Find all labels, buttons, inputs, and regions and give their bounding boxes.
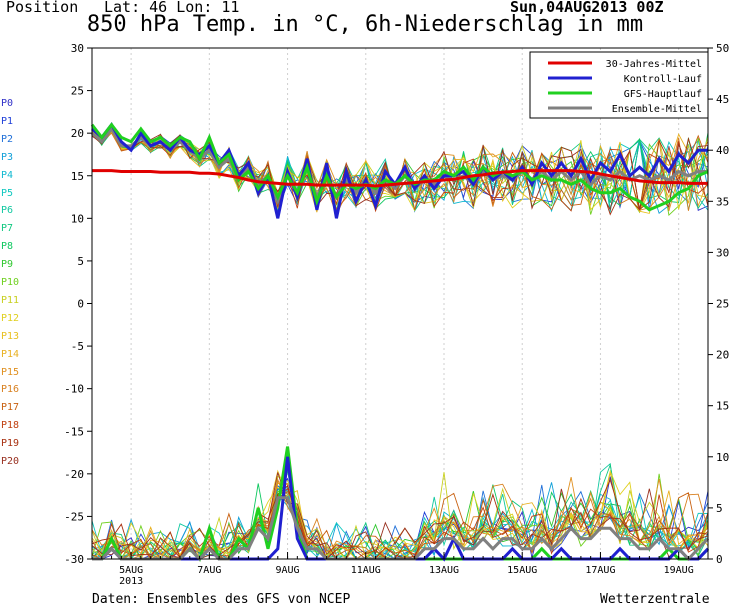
member-label-p4: P4	[1, 169, 14, 181]
member-label-p16: P16	[1, 384, 20, 396]
x-tick-label: 11AUG	[351, 565, 381, 576]
x-tick-label: 5AUG	[119, 565, 143, 576]
y-right-tick-label: 50	[716, 42, 729, 55]
y-left-tick-label: -15	[64, 425, 84, 438]
member-label-p12: P12	[1, 312, 20, 324]
y-right-tick-label: 30	[716, 246, 729, 259]
member-label-p15: P15	[1, 366, 20, 378]
y-left-tick-label: 10	[71, 212, 84, 225]
y-right-tick-label: 45	[716, 93, 729, 106]
y-right-tick-label: 35	[716, 195, 729, 208]
member-label-p10: P10	[1, 277, 20, 288]
member-label-p13: P13	[1, 330, 20, 342]
member-label-p17: P17	[1, 402, 20, 414]
temp-line-30-jahres-mittel	[92, 169, 708, 188]
y-right-tick-label: 15	[716, 400, 729, 413]
y-left-tick-label: 5	[77, 255, 84, 268]
position-label: Position	[6, 0, 79, 16]
member-label-p18: P18	[1, 420, 20, 432]
x-tick-label: 7AUG	[197, 565, 221, 576]
member-precip-line-p20	[91, 472, 709, 560]
x-tick-year: 2013	[119, 576, 143, 587]
y-left-tick-label: 30	[71, 42, 84, 55]
legend-label: Ensemble-Mittel	[612, 104, 702, 115]
temp-line-ensemble-mittel	[91, 126, 708, 206]
y-right-tick-label: 0	[716, 553, 723, 566]
member-precip-line-p18	[91, 487, 709, 561]
member-label-p2: P2	[1, 133, 14, 145]
y-right-tick-label: 10	[716, 451, 729, 464]
source-credit: Daten: Ensembles des GFS von NCEP	[92, 592, 351, 607]
x-tick-label: 13AUG	[429, 565, 459, 576]
member-label-p0: P0	[1, 98, 14, 109]
y-left-tick-label: 0	[77, 298, 84, 311]
y-left-tick-label: -5	[71, 340, 84, 353]
x-tick-label: 9AUG	[276, 565, 300, 576]
temp-line-gfs-hauptlauf	[90, 122, 709, 212]
y-right-tick-label: 5	[716, 502, 723, 515]
brand: Wetterzentrale	[600, 592, 710, 607]
member-precip-line-p19	[91, 478, 709, 560]
run-date: Sun,04AUG2013 00Z	[510, 0, 664, 16]
plot-frame	[91, 47, 709, 560]
grid	[130, 48, 680, 559]
member-label-p9: P9	[1, 259, 14, 271]
y-right-tick-label: 40	[716, 144, 729, 157]
y-left-tick-label: -20	[64, 468, 84, 481]
legend-label: Kontroll-Lauf	[624, 74, 702, 85]
member-label-p19: P19	[1, 438, 20, 450]
chart-title: 850 hPa Temp. in °C, 6h-Niederschlag in …	[86, 12, 644, 37]
lat-lon: Lat: 46 Lon: 11	[104, 0, 240, 16]
member-label-p7: P7	[1, 223, 14, 235]
y-left-tick-label: -30	[64, 553, 84, 566]
member-label-p3: P3	[1, 151, 14, 163]
x-tick-label: 17AUG	[585, 565, 615, 576]
y-left-tick-label: 20	[71, 127, 84, 140]
legend-label: 30-Jahres-Mittel	[606, 59, 702, 70]
member-label-p11: P11	[1, 294, 20, 306]
member-label-p1: P1	[1, 115, 14, 127]
legend: 30-Jahres-Mittel Kontroll-Lauf GFS-Hauptla…	[529, 51, 709, 119]
member-label-p8: P8	[1, 241, 14, 253]
member-label-p5: P5	[1, 187, 14, 199]
y-axis-ticks: -30 -25 -20 -15 -10 -5 0 5 10 15 20 25 30 0 5 10 15 20 25 3…	[64, 42, 729, 566]
x-tick-label: 19AUG	[664, 565, 694, 576]
y-right-tick-label: 25	[716, 298, 729, 311]
y-left-tick-label: -25	[64, 510, 84, 523]
y-right-tick-label: 20	[716, 349, 729, 362]
y-left-tick-label: -10	[64, 383, 84, 396]
member-label-p6: P6	[1, 205, 14, 217]
legend-label: GFS-Hauptlauf	[624, 89, 702, 100]
y-left-tick-label: 25	[71, 85, 84, 98]
x-tick-label: 15AUG	[507, 565, 537, 576]
member-label-p14: P14	[1, 348, 20, 360]
member-label-p20: P20	[1, 456, 20, 467]
y-left-tick-label: 15	[71, 170, 84, 183]
